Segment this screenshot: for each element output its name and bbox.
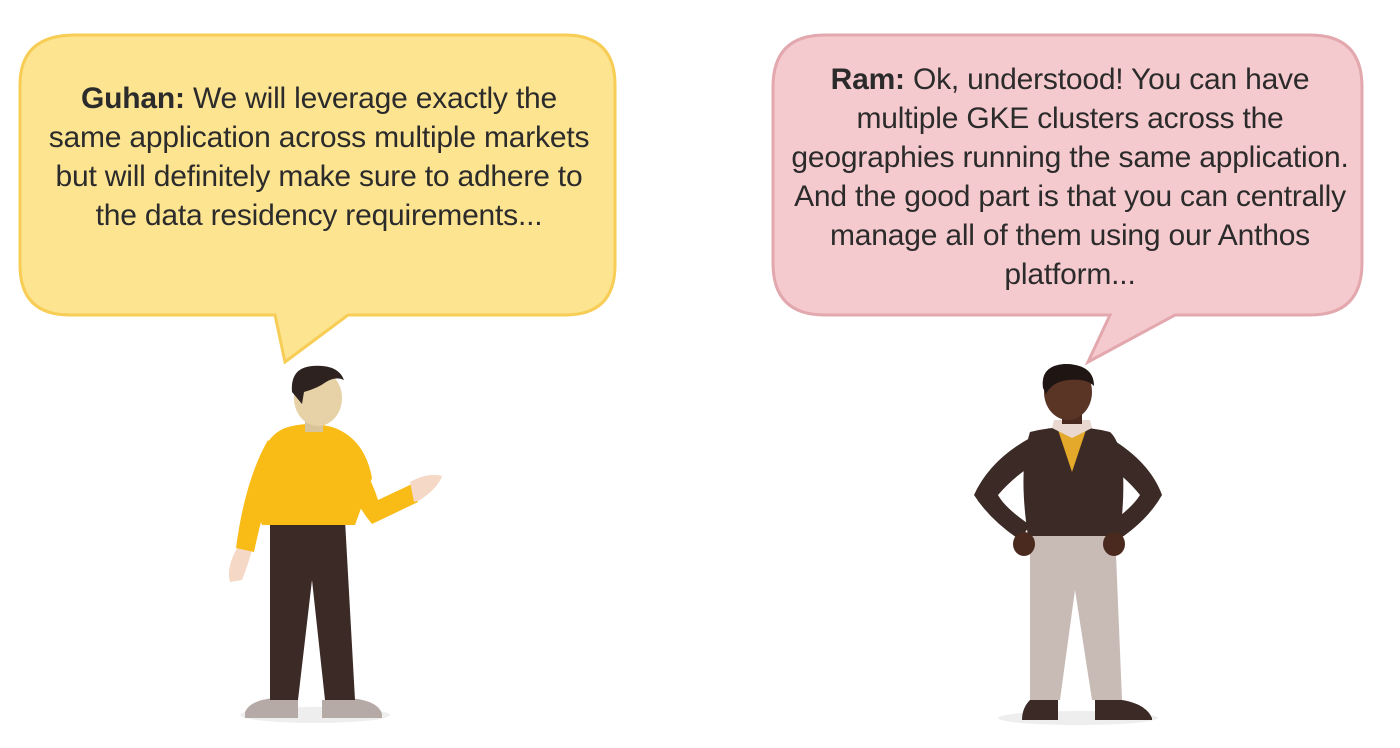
right-speech-bubble: [771, 33, 1364, 366]
guhan-speech-text: Guhan: We will leverage exactly the same…: [48, 79, 590, 235]
guhan-speaker-label: Guhan:: [81, 82, 185, 115]
ram-message: Ok, understood! You can have multiple GK…: [791, 63, 1349, 291]
guhan-message: We will leverage exactly the same applic…: [48, 82, 590, 232]
ram-speaker-label: Ram:: [830, 63, 905, 96]
left-speech-bubble: [18, 33, 617, 365]
ram-character: [974, 364, 1162, 725]
guhan-character: [228, 365, 442, 723]
ram-speech-text: Ram: Ok, understood! You can have multip…: [790, 60, 1350, 294]
